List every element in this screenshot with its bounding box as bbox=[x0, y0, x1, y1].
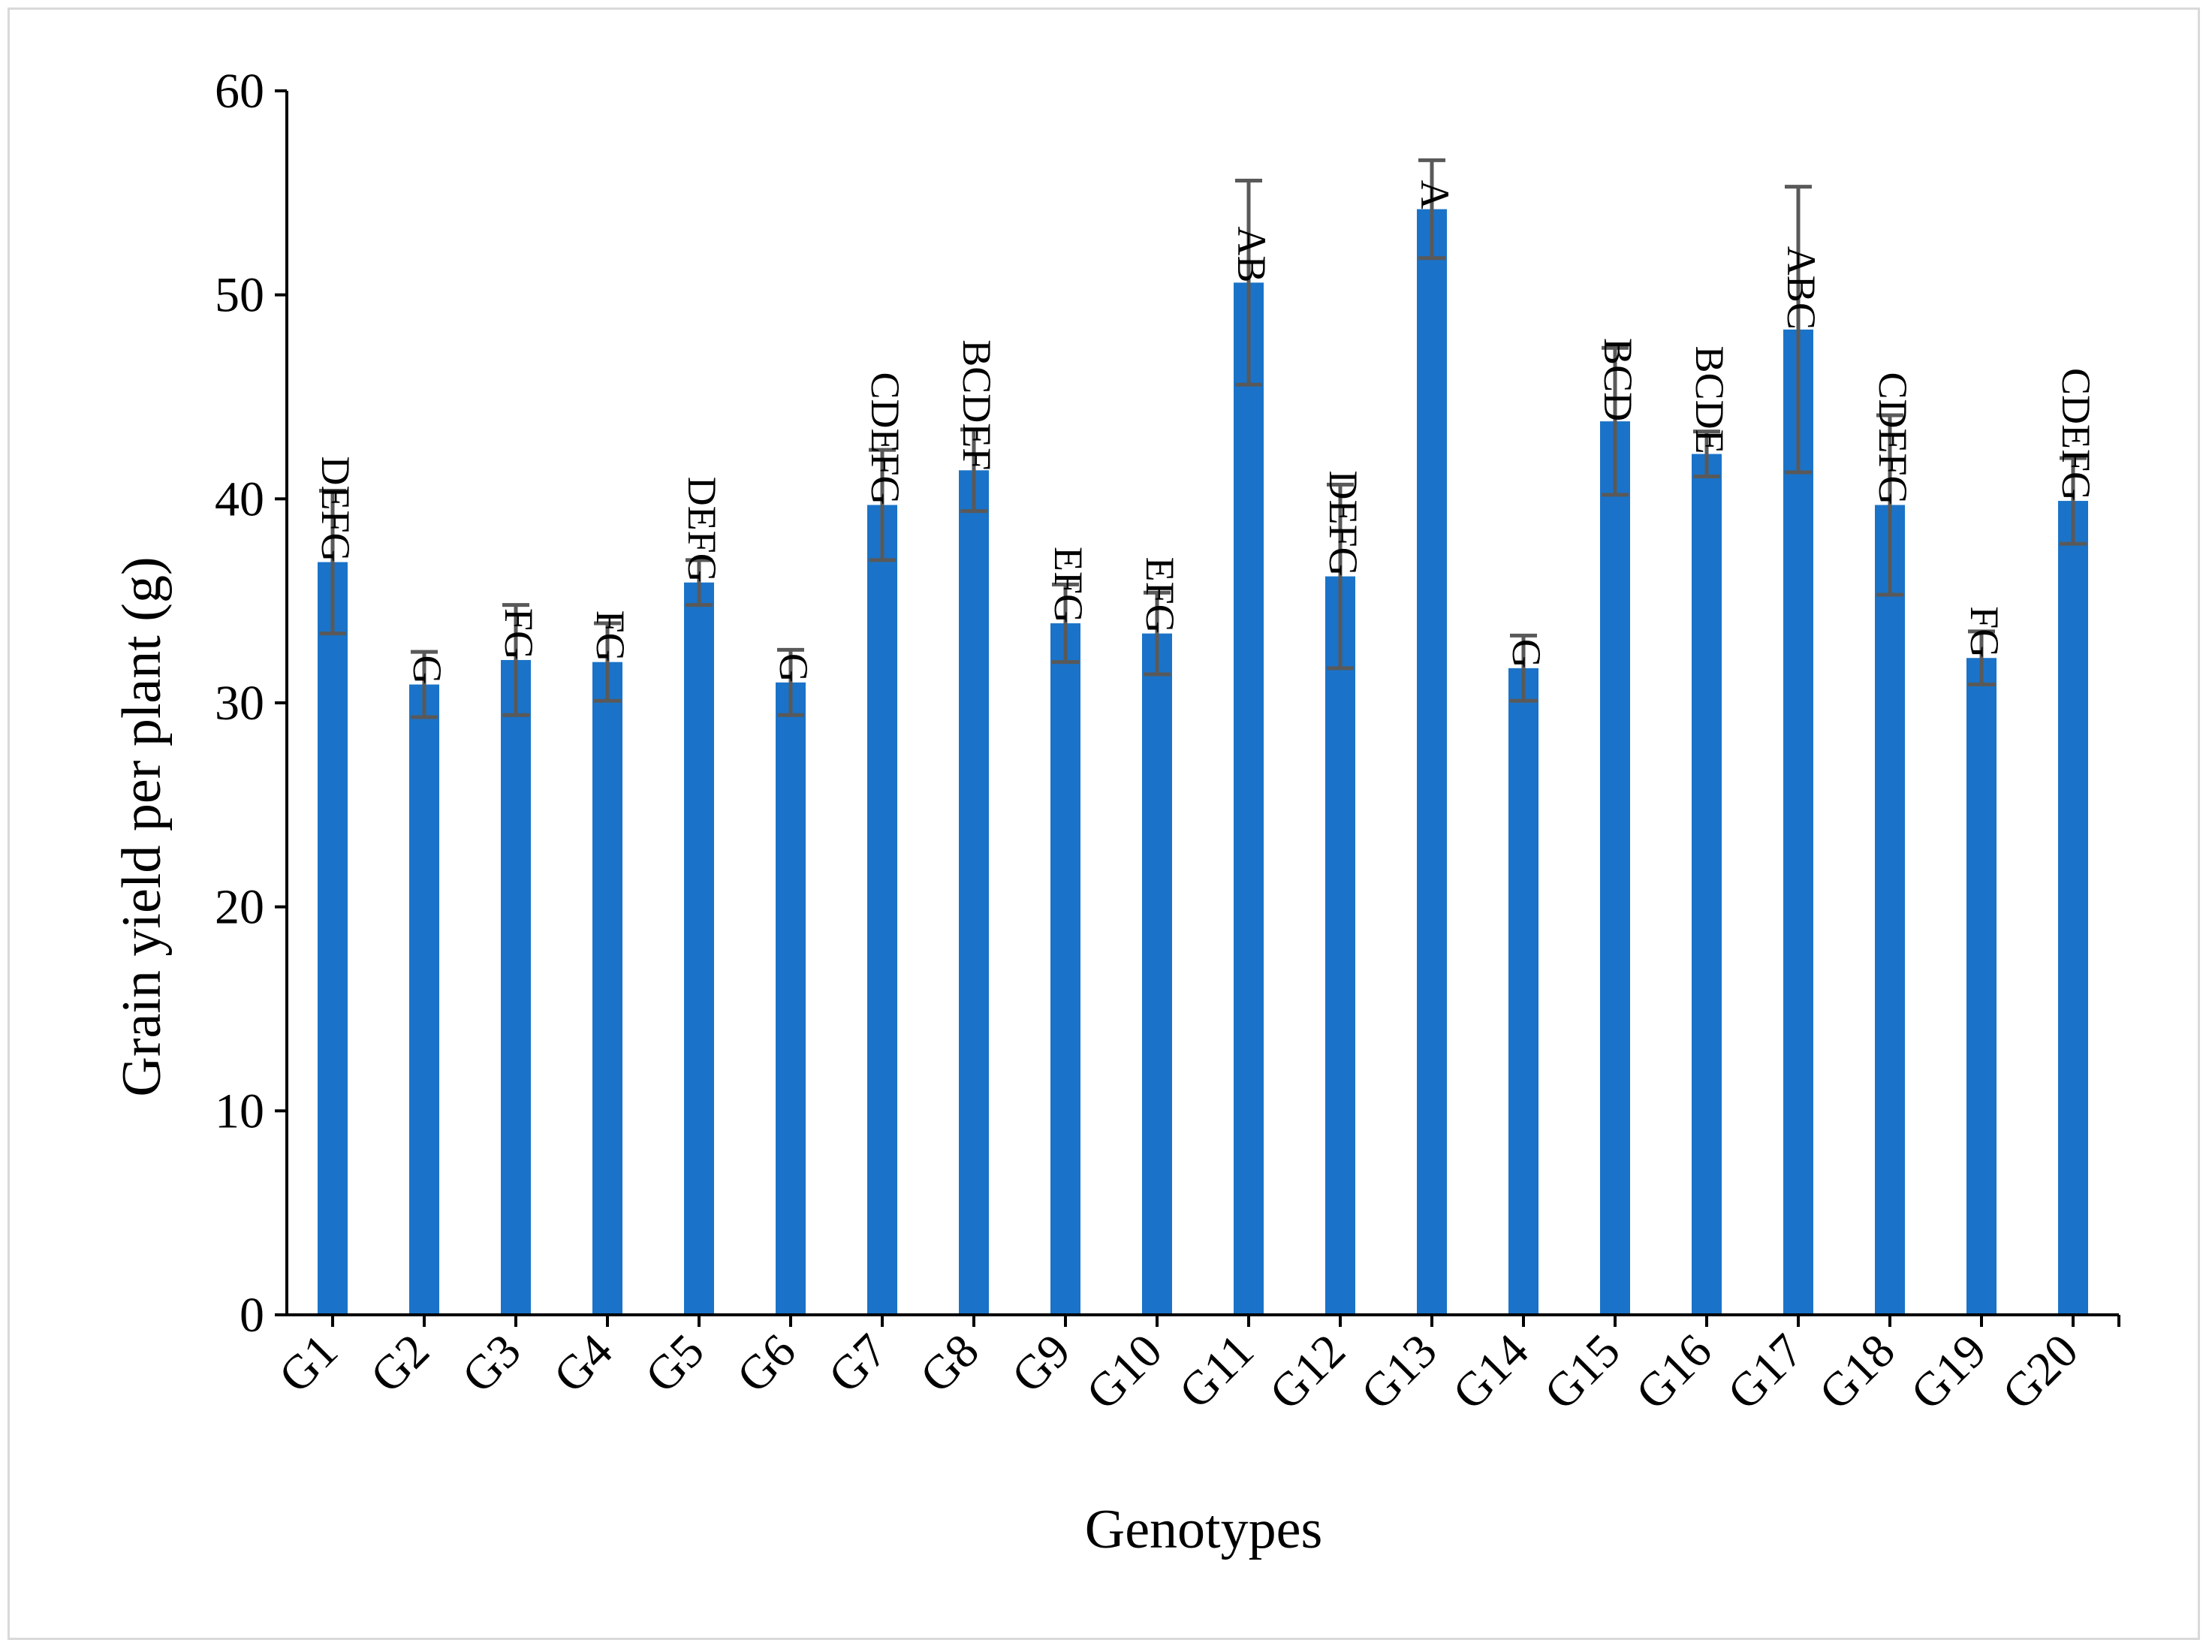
error-bar-g6 bbox=[777, 647, 804, 717]
error-bar-g18 bbox=[1876, 413, 1903, 597]
error-bar-g20 bbox=[2060, 456, 2087, 546]
x-axis-title: Genotypes bbox=[1085, 1499, 1323, 1560]
significance-label-g4: FG bbox=[588, 610, 633, 662]
x-tick-label-g13: G13 bbox=[1351, 1324, 1447, 1420]
significance-label-g16: BCDE bbox=[1687, 346, 1732, 454]
x-tick-label-g2: G2 bbox=[360, 1324, 439, 1403]
x-tick-label-g19: G19 bbox=[1900, 1324, 1997, 1420]
bar-g16 bbox=[1692, 454, 1722, 1315]
bar-g20 bbox=[2058, 501, 2088, 1315]
error-bar-g9 bbox=[1052, 582, 1079, 665]
significance-label-g1: DEFG bbox=[313, 457, 358, 562]
x-tick-label-g17: G17 bbox=[1717, 1324, 1813, 1420]
significance-label-g2: G bbox=[405, 656, 450, 685]
bar-g3 bbox=[501, 659, 531, 1315]
x-tick-label-g7: G7 bbox=[818, 1324, 897, 1403]
x-tick-label-g20: G20 bbox=[1992, 1324, 2088, 1420]
error-bar-g7 bbox=[869, 448, 896, 562]
error-bar-g19 bbox=[1968, 629, 1995, 687]
error-bar-g8 bbox=[960, 427, 987, 514]
bar-g2 bbox=[409, 684, 439, 1315]
bar-g7 bbox=[867, 505, 897, 1315]
y-tick-label-10: 10 bbox=[215, 1084, 264, 1138]
bar-g11 bbox=[1234, 282, 1264, 1315]
significance-label-g9: EFG bbox=[1046, 547, 1091, 623]
significance-label-g7: CDEFG bbox=[863, 372, 908, 505]
y-tick-label-40: 40 bbox=[215, 472, 264, 526]
x-tick-label-g18: G18 bbox=[1809, 1324, 1905, 1420]
x-tick-label-g16: G16 bbox=[1626, 1324, 1722, 1420]
significance-label-g5: DEFG bbox=[680, 477, 725, 583]
error-bar-g2 bbox=[411, 650, 438, 719]
error-bar-g5 bbox=[686, 558, 713, 607]
error-bar-g1 bbox=[319, 488, 346, 636]
significance-label-g18: CDEFG bbox=[1870, 372, 1915, 505]
y-tick-label-30: 30 bbox=[215, 676, 264, 731]
error-bar-g14 bbox=[1510, 633, 1537, 703]
bar-chart: DEFG G1 G G2 FG G3 FG G4 DEFG G5 G G6 CDEFG G7 BCDEF G8… bbox=[111, 64, 2120, 1560]
bar-g5 bbox=[684, 582, 714, 1315]
x-tick-label-g11: G11 bbox=[1168, 1324, 1263, 1418]
significance-label-g12: DEFG bbox=[1321, 471, 1366, 577]
y-tick-label-60: 60 bbox=[215, 64, 264, 119]
x-tick-label-g14: G14 bbox=[1442, 1324, 1538, 1420]
bar-g9 bbox=[1050, 623, 1080, 1315]
x-tick-label-g6: G6 bbox=[726, 1324, 806, 1403]
significance-label-g3: FG bbox=[496, 608, 541, 660]
significance-label-g20: CDEFG bbox=[2054, 368, 2099, 501]
bar-g13 bbox=[1417, 209, 1447, 1316]
error-bar-g15 bbox=[1602, 345, 1629, 497]
significance-label-g10: EFG bbox=[1138, 557, 1183, 634]
y-tick-label-50: 50 bbox=[215, 268, 264, 323]
x-tick-label-g10: G10 bbox=[1076, 1324, 1172, 1420]
bar-g14 bbox=[1508, 668, 1538, 1315]
bar-g6 bbox=[776, 682, 806, 1315]
significance-label-g8: BCDEF bbox=[954, 339, 999, 470]
error-bar-g4 bbox=[594, 621, 621, 703]
error-bar-g10 bbox=[1144, 590, 1171, 677]
bar-g18 bbox=[1875, 505, 1905, 1315]
x-tick-label-g4: G4 bbox=[543, 1324, 622, 1403]
bar-g4 bbox=[592, 662, 622, 1315]
significance-label-g19: FG bbox=[1962, 606, 2007, 658]
y-tick-label-20: 20 bbox=[215, 880, 264, 935]
bar-g10 bbox=[1142, 633, 1172, 1315]
error-bar-g3 bbox=[502, 603, 529, 717]
significance-label-g11: AB bbox=[1229, 226, 1274, 282]
x-tick-label-g8: G8 bbox=[909, 1324, 989, 1403]
x-tick-label-g5: G5 bbox=[634, 1324, 714, 1403]
significance-label-g17: ABC bbox=[1779, 246, 1824, 330]
bar-g17 bbox=[1783, 329, 1813, 1316]
y-axis-title: Grain yield per plant (g) bbox=[111, 556, 173, 1096]
axes-layer bbox=[275, 89, 2120, 1327]
significance-label-g13: A bbox=[1412, 180, 1457, 210]
significance-label-g15: BCD bbox=[1596, 338, 1641, 421]
x-tick-label-g12: G12 bbox=[1259, 1324, 1355, 1420]
chart-frame: DEFG G1 G G2 FG G3 FG G4 DEFG G5 G G6 CDEFG G7 BCDEF G8… bbox=[8, 8, 2200, 1640]
bar-g12 bbox=[1325, 576, 1355, 1315]
error-bar-g11 bbox=[1235, 179, 1262, 387]
bars-layer bbox=[318, 209, 2088, 1316]
significance-label-g14: G bbox=[1504, 639, 1549, 668]
y-tick-label-0: 0 bbox=[240, 1288, 264, 1343]
bar-g1 bbox=[318, 562, 348, 1315]
bar-g15 bbox=[1600, 421, 1630, 1315]
bar-g8 bbox=[959, 470, 989, 1315]
x-tick-label-g9: G9 bbox=[1001, 1324, 1080, 1403]
x-tick-label-g15: G15 bbox=[1534, 1324, 1630, 1420]
error-bars-layer bbox=[319, 158, 2087, 719]
error-bar-g16 bbox=[1693, 430, 1720, 478]
error-bar-g12 bbox=[1327, 482, 1354, 671]
x-tick-label-g3: G3 bbox=[451, 1324, 531, 1403]
error-bar-g13 bbox=[1418, 158, 1445, 261]
error-bar-g17 bbox=[1785, 185, 1812, 475]
significance-label-g6: G bbox=[771, 653, 816, 683]
bar-g19 bbox=[1966, 658, 1997, 1315]
x-tick-label-g1: G1 bbox=[268, 1324, 348, 1403]
